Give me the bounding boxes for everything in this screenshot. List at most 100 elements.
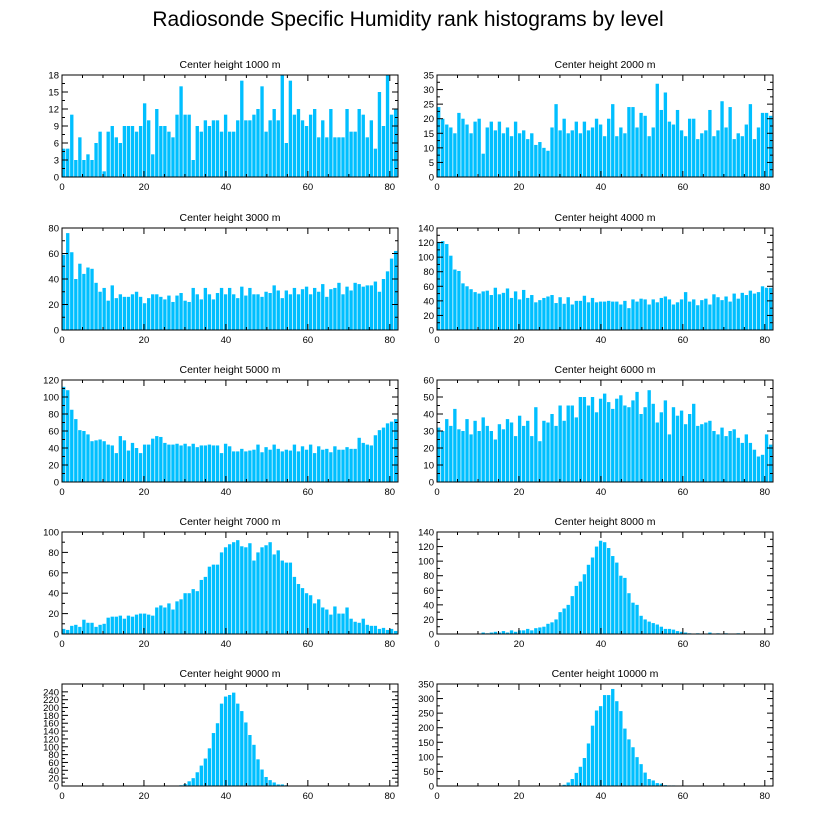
- histogram-bar: [647, 779, 651, 786]
- histogram-bar: [345, 109, 349, 177]
- histogram-bar: [122, 440, 127, 482]
- y-tick-label: 40: [48, 766, 59, 777]
- histogram-bar: [195, 126, 199, 177]
- histogram-bar: [756, 127, 761, 177]
- histogram-bar: [586, 743, 591, 786]
- histogram-bar: [477, 431, 481, 482]
- histogram-bar: [542, 626, 546, 634]
- histogram-bar: [211, 120, 216, 177]
- y-tick-label: 220: [43, 695, 59, 706]
- histogram-bar: [675, 415, 680, 482]
- x-tick-label: 20: [514, 487, 525, 498]
- histogram-bar: [187, 593, 191, 634]
- histogram-panel-1: Center height 1000 m 0 20 40 60 80 0 3 6 9 12 15 18: [48, 59, 399, 193]
- histogram-bar: [361, 618, 365, 634]
- histogram-bar: [558, 612, 562, 634]
- histogram-bar: [341, 137, 345, 177]
- histogram-bar: [163, 126, 167, 177]
- x-tick-label: 60: [303, 182, 314, 193]
- y-tick-label: 100: [418, 752, 434, 763]
- y-tick-label: 150: [418, 738, 434, 749]
- histogram-bar: [623, 133, 627, 177]
- histogram-bar: [381, 427, 386, 482]
- histogram-bar: [505, 288, 510, 330]
- histogram-bar: [357, 622, 361, 634]
- histogram-bar: [473, 292, 477, 330]
- x-tick-label: 40: [221, 335, 232, 346]
- histogram-bar: [191, 160, 195, 177]
- y-tick-label: 80: [48, 750, 59, 761]
- histogram-bar: [655, 422, 659, 482]
- histogram-bar: [651, 299, 655, 330]
- histogram-bar: [280, 451, 284, 482]
- histogram-bar: [321, 607, 325, 634]
- y-tick-label: 0: [54, 630, 59, 641]
- histogram-bar: [236, 298, 240, 331]
- histogram-bar: [619, 395, 623, 482]
- histogram-bar: [341, 613, 345, 634]
- histogram-bar: [497, 121, 502, 177]
- histogram-bar: [453, 408, 457, 482]
- histogram-bar: [501, 292, 506, 330]
- histogram-bar: [704, 422, 708, 482]
- histogram-bar: [223, 114, 228, 177]
- histogram-bar: [284, 562, 288, 634]
- histogram-bar: [86, 267, 90, 330]
- histogram-bar: [736, 298, 740, 330]
- histogram-bar: [643, 407, 647, 482]
- histogram-bar: [607, 548, 611, 634]
- x-tick-label: 20: [139, 791, 150, 802]
- histogram-bar: [333, 137, 337, 177]
- histogram-bar: [308, 444, 313, 482]
- histogram-bar: [623, 728, 627, 786]
- histogram-bar: [66, 390, 70, 482]
- histogram-bar: [732, 429, 736, 482]
- histogram-bar: [453, 133, 457, 177]
- histogram-bar: [611, 556, 615, 634]
- histogram-bar: [183, 300, 187, 330]
- histogram-bar: [716, 130, 720, 177]
- y-tick-label: 60: [48, 568, 59, 579]
- x-tick-label: 0: [434, 487, 439, 498]
- histogram-bar: [607, 300, 611, 330]
- x-tick-label: 80: [385, 639, 396, 650]
- histogram-bar: [325, 296, 329, 330]
- histogram-bar: [522, 630, 526, 634]
- histogram-bar: [345, 447, 349, 482]
- histogram-bar: [337, 449, 341, 482]
- histogram-bar: [357, 284, 361, 330]
- histogram-bar: [300, 120, 305, 177]
- histogram-bar: [102, 441, 106, 482]
- histogram-bar: [167, 295, 171, 330]
- histogram-bar: [292, 576, 297, 634]
- histogram-bar: [179, 86, 183, 177]
- histogram-bar: [562, 118, 566, 177]
- histogram-bar: [187, 301, 191, 330]
- histogram-bar: [530, 295, 534, 330]
- histogram-bar: [304, 286, 309, 330]
- histogram-bar: [296, 584, 301, 634]
- histogram-bar: [635, 301, 639, 330]
- panel-title: Center height 5000 m: [180, 364, 281, 376]
- histogram-bar: [389, 421, 394, 482]
- y-tick-label: 60: [423, 376, 434, 387]
- histogram-bar: [272, 285, 276, 331]
- histogram-bar: [550, 622, 554, 634]
- histogram-bar: [264, 776, 268, 786]
- histogram-bar: [481, 417, 485, 482]
- histogram-panel-7: Center height 7000 m 0 20 40 60 80 0 20 40 60 80 10…: [43, 516, 399, 650]
- histogram-bar: [602, 301, 607, 330]
- histogram-bar: [276, 784, 280, 786]
- y-tick-label: 20: [48, 609, 59, 620]
- y-tick-label: 140: [43, 727, 59, 738]
- histogram-bar: [639, 414, 643, 482]
- x-tick-label: 40: [221, 487, 232, 498]
- y-tick-label: 80: [48, 548, 59, 559]
- histogram-bar: [692, 299, 696, 330]
- histogram-bar: [349, 290, 353, 330]
- histogram-bar: [300, 446, 305, 482]
- x-tick-label: 0: [434, 335, 439, 346]
- histogram-bar: [716, 297, 720, 330]
- histogram-bar: [449, 255, 453, 330]
- histogram-bar: [118, 436, 123, 482]
